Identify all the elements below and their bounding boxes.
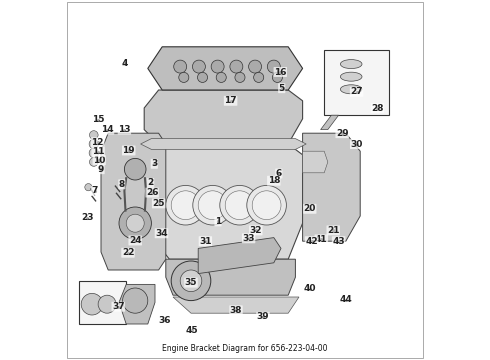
Text: 3: 3 <box>151 159 157 168</box>
Polygon shape <box>166 259 295 295</box>
Circle shape <box>119 207 151 239</box>
Text: 45: 45 <box>185 326 198 335</box>
Ellipse shape <box>341 85 362 94</box>
Circle shape <box>81 293 103 315</box>
Text: 13: 13 <box>118 125 131 134</box>
Polygon shape <box>173 297 299 313</box>
Text: 31: 31 <box>199 237 212 246</box>
Circle shape <box>89 139 98 149</box>
Text: 37: 37 <box>112 302 124 311</box>
Polygon shape <box>303 133 360 241</box>
Text: 25: 25 <box>152 199 165 208</box>
Text: 41: 41 <box>315 235 328 244</box>
Text: 18: 18 <box>268 176 280 185</box>
Text: 4: 4 <box>121 59 127 68</box>
Text: 38: 38 <box>230 306 242 315</box>
Circle shape <box>171 191 200 220</box>
Circle shape <box>124 158 146 180</box>
Polygon shape <box>198 238 281 274</box>
Circle shape <box>254 72 264 82</box>
Text: 39: 39 <box>257 312 270 321</box>
Text: 8: 8 <box>119 180 125 189</box>
Text: 43: 43 <box>332 237 345 246</box>
Text: 14: 14 <box>101 125 114 134</box>
Text: 17: 17 <box>224 96 237 105</box>
Circle shape <box>193 60 205 73</box>
Text: 26: 26 <box>146 188 158 197</box>
Text: 20: 20 <box>304 204 316 213</box>
Text: 30: 30 <box>350 140 363 149</box>
Bar <box>79 281 126 324</box>
Circle shape <box>85 184 92 191</box>
Text: 9: 9 <box>98 165 104 174</box>
Circle shape <box>230 60 243 73</box>
Text: 19: 19 <box>122 146 135 155</box>
Circle shape <box>193 185 232 225</box>
Text: 1: 1 <box>215 217 221 226</box>
Text: 16: 16 <box>274 68 287 77</box>
Text: 23: 23 <box>81 213 94 222</box>
Circle shape <box>272 72 282 82</box>
Text: 2: 2 <box>147 179 154 188</box>
Circle shape <box>252 191 281 220</box>
Circle shape <box>180 270 202 292</box>
Text: 10: 10 <box>93 156 105 165</box>
Text: 6: 6 <box>276 169 282 178</box>
Text: 42: 42 <box>305 237 318 246</box>
Circle shape <box>174 60 187 73</box>
Text: 5: 5 <box>279 84 285 93</box>
Circle shape <box>90 131 98 139</box>
Polygon shape <box>141 139 306 149</box>
Text: 32: 32 <box>249 226 262 235</box>
Text: 11: 11 <box>92 148 104 157</box>
Text: 44: 44 <box>340 295 352 304</box>
Text: 28: 28 <box>371 104 384 113</box>
Circle shape <box>122 288 148 313</box>
Polygon shape <box>320 115 339 130</box>
Circle shape <box>90 158 98 166</box>
Circle shape <box>98 295 116 313</box>
Polygon shape <box>144 90 303 144</box>
Text: 21: 21 <box>327 226 340 235</box>
Text: Engine Bracket Diagram for 656-223-04-00: Engine Bracket Diagram for 656-223-04-00 <box>162 344 328 353</box>
Circle shape <box>171 261 211 301</box>
Circle shape <box>220 185 259 225</box>
Polygon shape <box>101 133 166 270</box>
Polygon shape <box>148 47 303 90</box>
Circle shape <box>197 72 208 82</box>
Text: 15: 15 <box>92 115 104 124</box>
Text: 35: 35 <box>185 278 197 287</box>
Text: 22: 22 <box>122 248 134 257</box>
Circle shape <box>126 214 144 232</box>
Ellipse shape <box>341 72 362 81</box>
Ellipse shape <box>341 60 362 69</box>
Circle shape <box>166 185 205 225</box>
Polygon shape <box>303 151 328 173</box>
Text: 7: 7 <box>91 186 98 195</box>
Text: 36: 36 <box>159 316 171 325</box>
Circle shape <box>248 60 262 73</box>
Bar <box>324 50 389 115</box>
Text: 12: 12 <box>92 138 104 147</box>
Text: 27: 27 <box>350 87 363 96</box>
Circle shape <box>89 148 98 158</box>
Circle shape <box>211 60 224 73</box>
Text: 24: 24 <box>129 236 142 245</box>
Circle shape <box>225 191 254 220</box>
Polygon shape <box>155 144 303 259</box>
Circle shape <box>247 185 286 225</box>
Text: 33: 33 <box>243 234 255 243</box>
Text: 40: 40 <box>303 284 316 293</box>
Polygon shape <box>119 284 155 324</box>
Text: 34: 34 <box>155 229 168 238</box>
Circle shape <box>216 72 226 82</box>
Circle shape <box>235 72 245 82</box>
Circle shape <box>179 72 189 82</box>
Text: 29: 29 <box>336 129 348 138</box>
Circle shape <box>198 191 227 220</box>
Circle shape <box>268 60 280 73</box>
